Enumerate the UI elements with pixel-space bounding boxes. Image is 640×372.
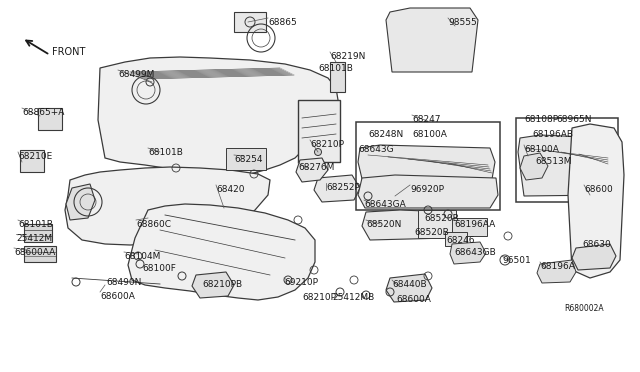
Bar bbox=[356, 122, 500, 210]
Polygon shape bbox=[192, 272, 234, 298]
Bar bbox=[234, 12, 266, 32]
Text: 68440B: 68440B bbox=[392, 280, 427, 289]
Bar bbox=[516, 118, 618, 202]
Bar bbox=[330, 62, 345, 92]
Polygon shape bbox=[450, 242, 486, 264]
Polygon shape bbox=[296, 158, 328, 182]
Text: R680002A: R680002A bbox=[564, 304, 604, 313]
Polygon shape bbox=[358, 145, 495, 204]
Text: 25412MB: 25412MB bbox=[332, 293, 374, 302]
Text: 68210P: 68210P bbox=[302, 293, 336, 302]
Text: 68101B: 68101B bbox=[18, 220, 53, 229]
Text: 68100A: 68100A bbox=[412, 130, 447, 139]
Text: 68600: 68600 bbox=[584, 185, 612, 194]
Bar bbox=[418, 210, 456, 238]
Text: 68276M: 68276M bbox=[298, 163, 334, 172]
Polygon shape bbox=[358, 175, 498, 208]
Polygon shape bbox=[66, 184, 95, 220]
Text: 68643G: 68643G bbox=[358, 145, 394, 154]
Bar bbox=[20, 150, 44, 172]
Text: 68520N: 68520N bbox=[366, 220, 401, 229]
Polygon shape bbox=[386, 8, 478, 72]
Text: FRONT: FRONT bbox=[52, 47, 85, 57]
Bar bbox=[38, 108, 62, 130]
Polygon shape bbox=[572, 244, 616, 270]
Text: 68100A: 68100A bbox=[524, 145, 559, 154]
Polygon shape bbox=[386, 274, 432, 302]
Text: 68600AA: 68600AA bbox=[14, 248, 55, 257]
Text: 68865: 68865 bbox=[268, 18, 297, 27]
Text: 96920P: 96920P bbox=[410, 185, 444, 194]
Text: 68490N: 68490N bbox=[106, 278, 141, 287]
Polygon shape bbox=[518, 135, 614, 196]
Polygon shape bbox=[520, 153, 548, 180]
Polygon shape bbox=[128, 204, 315, 300]
Text: 68965N: 68965N bbox=[556, 115, 591, 124]
Text: 68101B: 68101B bbox=[148, 148, 183, 157]
Text: 68420: 68420 bbox=[216, 185, 244, 194]
Text: 68860C: 68860C bbox=[136, 220, 171, 229]
Text: 68101B: 68101B bbox=[318, 64, 353, 73]
Bar bbox=[24, 246, 56, 262]
Polygon shape bbox=[314, 175, 360, 202]
Text: 68219N: 68219N bbox=[330, 52, 365, 61]
Text: 68196AA: 68196AA bbox=[454, 220, 495, 229]
Polygon shape bbox=[537, 260, 576, 283]
Text: 68252P: 68252P bbox=[326, 183, 360, 192]
Text: 68210P: 68210P bbox=[310, 140, 344, 149]
Text: 69210P: 69210P bbox=[284, 278, 318, 287]
Text: 68108P: 68108P bbox=[524, 115, 558, 124]
Text: 25412M: 25412M bbox=[16, 234, 52, 243]
Text: 96501: 96501 bbox=[502, 256, 531, 265]
Text: 68513M: 68513M bbox=[535, 157, 572, 166]
Bar bbox=[298, 100, 340, 162]
Text: 68196A: 68196A bbox=[540, 262, 575, 271]
Text: 68196AB: 68196AB bbox=[532, 130, 573, 139]
Text: 68100F: 68100F bbox=[142, 264, 176, 273]
Text: 68247: 68247 bbox=[412, 115, 440, 124]
Text: 68104M: 68104M bbox=[124, 252, 161, 261]
Text: 68499M: 68499M bbox=[118, 70, 154, 79]
Text: 68520B: 68520B bbox=[424, 214, 459, 223]
Text: 68600A: 68600A bbox=[396, 295, 431, 304]
Text: 68643GB: 68643GB bbox=[454, 248, 496, 257]
Circle shape bbox=[314, 148, 321, 155]
Text: 68254: 68254 bbox=[234, 155, 262, 164]
Text: 68643GA: 68643GA bbox=[364, 200, 406, 209]
Bar bbox=[445, 232, 467, 246]
Text: 68630: 68630 bbox=[582, 240, 611, 249]
Text: 68865+A: 68865+A bbox=[22, 108, 65, 117]
Text: 68248N: 68248N bbox=[368, 130, 403, 139]
Bar bbox=[24, 224, 52, 242]
Text: 68246: 68246 bbox=[446, 236, 474, 245]
Polygon shape bbox=[98, 57, 338, 176]
Text: 68600A: 68600A bbox=[100, 292, 135, 301]
Polygon shape bbox=[568, 124, 624, 278]
Text: 68210E: 68210E bbox=[18, 152, 52, 161]
Polygon shape bbox=[65, 167, 270, 245]
Bar bbox=[452, 218, 487, 236]
Polygon shape bbox=[362, 210, 456, 240]
Text: 68520B: 68520B bbox=[414, 228, 449, 237]
Text: 98555: 98555 bbox=[448, 18, 477, 27]
Bar bbox=[226, 148, 266, 170]
Text: 68210PB: 68210PB bbox=[202, 280, 242, 289]
